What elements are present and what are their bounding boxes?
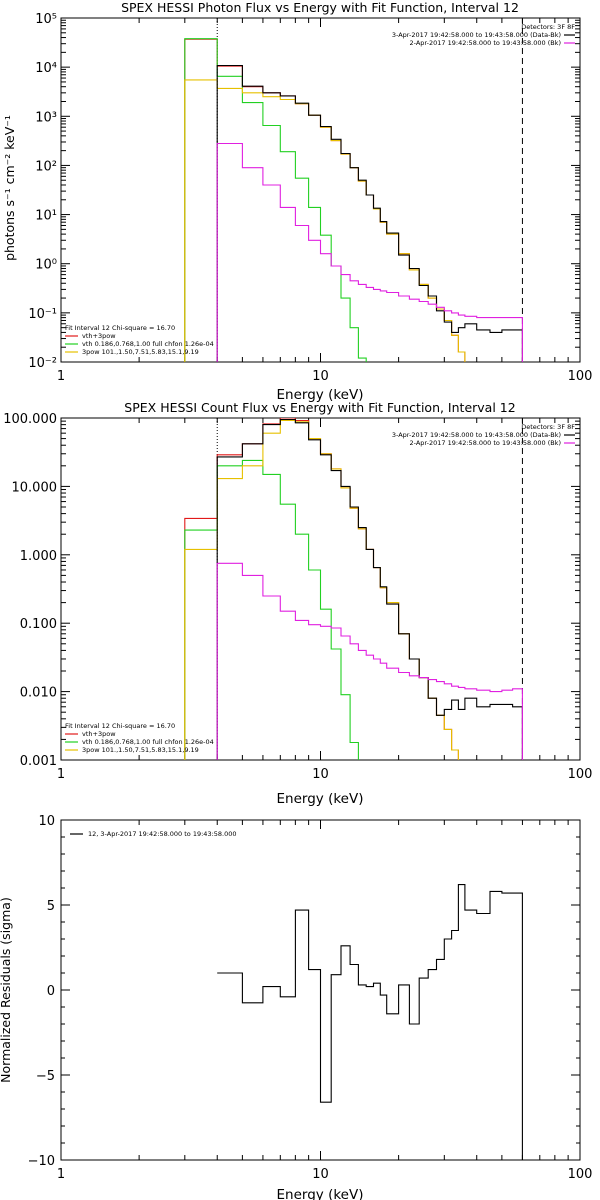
count-flux-x-tick-label: 10 (312, 767, 329, 782)
count-flux-legend-bottom-line: vth 0.186,0.768,1.00 full chfon 1.26e-04 (82, 738, 214, 746)
photon-flux-y-tick-label: 10¹ (35, 209, 57, 224)
count-flux-legend-top-line: Detectors: 3F 8F (521, 423, 575, 431)
photon-flux-legend-bottom-line: Fit Interval 12 Chi-square = 16.70 (65, 324, 175, 332)
photon-flux-x-axis-label: Energy (keV) (277, 387, 364, 403)
count-flux-legend-top-line: 3-Apr-2017 19:42:58.000 to 19:43:58.000 … (392, 431, 561, 439)
photon-flux-y-tick-label: 10⁴ (35, 61, 57, 76)
photon-flux-y-tick-label: 10³ (35, 110, 57, 125)
photon-flux-legend-top-line: Detectors: 3F 8F (521, 23, 575, 31)
count-flux-series-background (216, 562, 523, 760)
residuals-series-residuals (217, 884, 523, 1160)
residuals-y-tick-label: 0 (47, 984, 55, 999)
residuals-y-tick-label: 10 (38, 814, 55, 829)
count-flux-y-tick-label: 0.001 (20, 754, 57, 769)
count-flux-y-tick-label: 1.000 (20, 549, 57, 564)
count-flux-series-model-3pow (184, 419, 459, 760)
photon-flux-series-background (216, 142, 523, 362)
count-flux-x-tick-label: 1 (57, 767, 65, 782)
photon-flux-legend-bottom-line: vth+3pow (82, 332, 116, 340)
residuals-chart: Normalized Residuals (sigma) Energy (keV… (0, 814, 592, 1200)
count-flux-series-data (216, 418, 523, 760)
count-flux-legend-bottom-line: 3pow 101.,1.50,7.51,5.83,15.1,9.19 (82, 746, 199, 754)
photon-flux-y-tick-label: 10² (35, 159, 57, 174)
residuals-y-axis-label: Normalized Residuals (sigma) (0, 897, 13, 1083)
photon-flux-x-tick-label: 1 (57, 369, 65, 384)
photon-flux-y-axis-label: photons s⁻¹ cm⁻² keV⁻¹ (2, 115, 17, 261)
photon-flux-legend-top-line: 3-Apr-2017 19:42:58.000 to 19:43:58.000 … (392, 31, 561, 39)
photon-flux-x-tick-label: 100 (568, 369, 593, 384)
count-flux-legend-bottom-line: Fit Interval 12 Chi-square = 16.70 (65, 722, 175, 730)
photon-flux-series-model-3pow (184, 79, 466, 362)
count-flux-chart-title: SPEX HESSI Count Flux vs Energy with Fit… (124, 400, 515, 415)
count-flux-y-tick-label: 100.000 (3, 412, 57, 427)
photon-flux-x-tick-label: 10 (312, 369, 329, 384)
photon-flux-legend-bottom-line: 3pow 101.,1.50,7.51,5.83,15.1,9.19 (82, 348, 199, 356)
photon-flux-y-tick-label: 10⁻¹ (28, 307, 57, 322)
photon-flux-plot-area: 1 10 100 10⁻² 10⁻¹ 10⁰ 10¹ 10² 10³ 10⁴ 10⁵ Detector… (28, 12, 593, 384)
photon-flux-chart: SPEX HESSI Photon Flux vs Energy with Fi… (2, 0, 593, 403)
photon-flux-chart-title: SPEX HESSI Photon Flux vs Energy with Fi… (121, 0, 519, 15)
photon-flux-series-model-vth (184, 38, 367, 362)
residuals-x-tick-label: 100 (568, 1167, 593, 1182)
count-flux-plot-area: 1 10 100 0.001 0.010 0.100 1.000 10.000 100.000 D… (3, 412, 593, 782)
photon-flux-y-tick-label: 10⁵ (35, 12, 57, 27)
photon-flux-legend-top-line: 2-Apr-2017 19:42:58.000 to 19:43:58.000 … (410, 39, 561, 47)
count-flux-legend-top-line: 2-Apr-2017 19:42:58.000 to 19:43:58.000 … (410, 439, 561, 447)
residuals-x-tick-label: 10 (312, 1167, 329, 1182)
residuals-legend-entry: 12, 3-Apr-2017 19:42:58.000 to 19:43:58.… (88, 830, 237, 838)
count-flux-y-tick-label: 10.000 (12, 480, 58, 495)
residuals-y-tick-label: −5 (36, 1069, 55, 1084)
residuals-x-tick-label: 1 (57, 1167, 65, 1182)
count-flux-y-tick-label: 0.010 (20, 686, 57, 701)
count-flux-x-axis-label: Energy (keV) (277, 791, 364, 807)
count-flux-chart: SPEX HESSI Count Flux vs Energy with Fit… (3, 400, 593, 807)
count-flux-y-tick-label: 0.100 (20, 617, 57, 632)
photon-flux-series-data (216, 64, 523, 362)
residuals-y-tick-label: −10 (28, 1154, 55, 1169)
count-flux-legend-bottom-line: vth+3pow (82, 730, 116, 738)
count-flux-x-tick-label: 100 (568, 767, 593, 782)
photon-flux-y-tick-label: 10⁻² (28, 356, 57, 371)
residuals-y-tick-label: 5 (47, 899, 55, 914)
photon-flux-y-tick-label: 10⁰ (35, 258, 57, 273)
residuals-x-axis-label: Energy (keV) (277, 1187, 364, 1200)
photon-flux-legend-bottom-line: vth 0.186,0.768,1.00 full chfon 1.26e-04 (82, 340, 214, 348)
count-flux-series-model-vth (184, 459, 359, 760)
residuals-plot-area: 1 10 100 −10 −5 0 5 10 12, 3-Apr-2017 19:42:58.0… (28, 814, 593, 1182)
